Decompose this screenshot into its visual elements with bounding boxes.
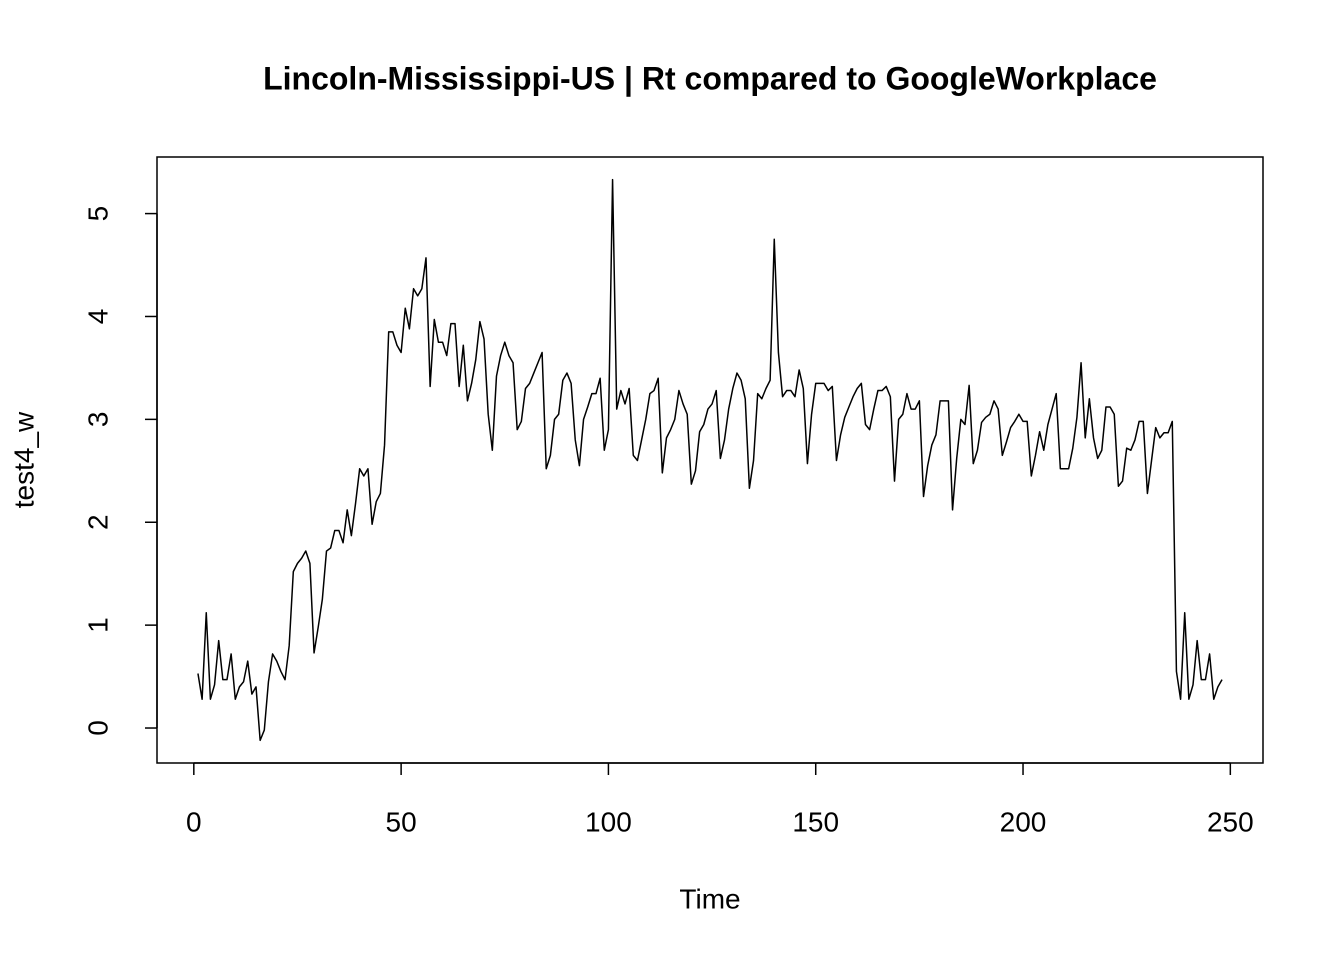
x-tick-label: 50 bbox=[386, 806, 417, 837]
data-line bbox=[197, 178, 1223, 742]
x-tick-label: 250 bbox=[1207, 806, 1254, 837]
y-tick-label: 4 bbox=[82, 309, 113, 325]
y-tick-label: 0 bbox=[82, 720, 113, 736]
y-tick-label: 5 bbox=[82, 206, 113, 222]
chart-title: Lincoln-Mississippi-US | Rt compared to … bbox=[263, 60, 1157, 96]
x-axis-title: Time bbox=[679, 883, 740, 914]
plot-frame bbox=[156, 156, 1264, 764]
x-tick-label: 150 bbox=[792, 806, 839, 837]
x-tick-label: 0 bbox=[186, 806, 202, 837]
x-tick-label: 100 bbox=[585, 806, 632, 837]
y-axis-title: test4_w bbox=[8, 411, 39, 508]
y-tick-label: 2 bbox=[82, 514, 113, 530]
x-tick-label: 200 bbox=[1000, 806, 1047, 837]
y-tick-label: 3 bbox=[82, 412, 113, 428]
y-tick-label: 1 bbox=[82, 617, 113, 633]
